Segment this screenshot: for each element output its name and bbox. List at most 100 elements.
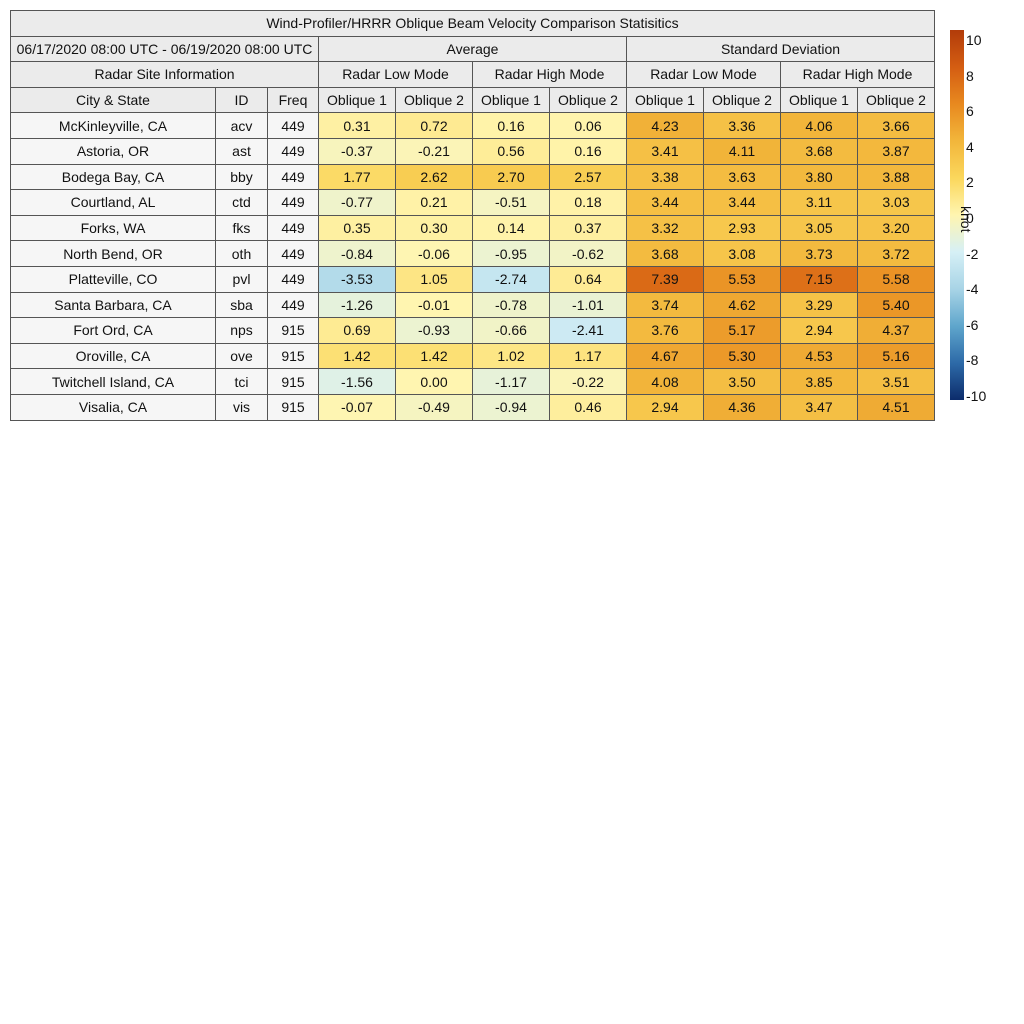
col-header-avg-low-oblique-2: Oblique 2 bbox=[395, 86, 473, 114]
cell-site: Courtland, AL bbox=[10, 189, 216, 216]
cell-average-value: 0.14 bbox=[472, 214, 550, 242]
table-row: North Bend, OR oth 449 -0.84 -0.06 -0.95 -0.62… bbox=[10, 240, 935, 267]
colorbar-unit-label: knot bbox=[958, 206, 974, 233]
average-header: Average bbox=[318, 35, 627, 63]
avg-high-mode-header: Radar High Mode bbox=[472, 61, 627, 88]
cell-average-value: 0.06 bbox=[549, 112, 627, 139]
cell-site: Oroville, CA bbox=[10, 342, 216, 370]
cell-std-dev-value: 7.15 bbox=[780, 265, 858, 293]
group-row: 06/17/2020 08:00 UTC - 06/19/2020 08:00 … bbox=[10, 35, 935, 63]
col-header-std-high-oblique-2: Oblique 2 bbox=[857, 86, 935, 114]
cell-std-dev-value: 3.36 bbox=[703, 112, 781, 139]
cell-average-value: 0.18 bbox=[549, 189, 627, 216]
cell-average-value: -0.78 bbox=[472, 291, 550, 319]
cell-average-value: 2.70 bbox=[472, 163, 550, 191]
cell-freq: 915 bbox=[267, 393, 319, 421]
cell-average-value: -0.95 bbox=[472, 240, 550, 267]
cell-average-value: 1.02 bbox=[472, 342, 550, 370]
colorbar-tick-label: -10 bbox=[966, 388, 987, 404]
cell-freq: 449 bbox=[267, 214, 319, 242]
cell-std-dev-value: 4.37 bbox=[857, 317, 935, 344]
cell-std-dev-value: 5.16 bbox=[857, 342, 935, 370]
cell-std-dev-value: 4.53 bbox=[780, 342, 858, 370]
cell-std-dev-value: 3.74 bbox=[626, 291, 704, 319]
cell-id: sba bbox=[215, 291, 268, 319]
cell-std-dev-value: 4.62 bbox=[703, 291, 781, 319]
cell-std-dev-value: 3.32 bbox=[626, 214, 704, 242]
col-header-city-state: City & State bbox=[10, 86, 216, 114]
cell-freq: 915 bbox=[267, 317, 319, 344]
cell-average-value: 0.64 bbox=[549, 265, 627, 293]
cell-average-value: 0.35 bbox=[318, 214, 396, 242]
cell-std-dev-value: 2.94 bbox=[780, 317, 858, 344]
cell-site: McKinleyville, CA bbox=[10, 112, 216, 139]
cell-average-value: -1.01 bbox=[549, 291, 627, 319]
cell-average-value: 0.30 bbox=[395, 214, 473, 242]
cell-std-dev-value: 3.20 bbox=[857, 214, 935, 242]
cell-average-value: -1.17 bbox=[472, 368, 550, 395]
cell-average-value: -0.66 bbox=[472, 317, 550, 344]
cell-std-dev-value: 7.39 bbox=[626, 265, 704, 293]
cell-id: oth bbox=[215, 240, 268, 267]
cell-average-value: 0.16 bbox=[472, 112, 550, 139]
cell-freq: 915 bbox=[267, 342, 319, 370]
col-header-avg-high-oblique-2: Oblique 2 bbox=[549, 86, 627, 114]
col-header-std-high-oblique-1: Oblique 1 bbox=[780, 86, 858, 114]
cell-std-dev-value: 5.58 bbox=[857, 265, 935, 293]
table-row: Oroville, CA ove 915 1.42 1.42 1.02 1.17 4.67 5.… bbox=[10, 342, 935, 370]
cell-freq: 449 bbox=[267, 240, 319, 267]
cell-average-value: -0.22 bbox=[549, 368, 627, 395]
std-low-mode-header: Radar Low Mode bbox=[626, 61, 781, 88]
cell-average-value: 2.57 bbox=[549, 163, 627, 191]
table-row: Courtland, AL ctd 449 -0.77 0.21 -0.51 0.18 3.4… bbox=[10, 189, 935, 216]
cell-average-value: -1.26 bbox=[318, 291, 396, 319]
cell-site: Fort Ord, CA bbox=[10, 317, 216, 344]
cell-std-dev-value: 4.51 bbox=[857, 393, 935, 421]
cell-average-value: 0.00 bbox=[395, 368, 473, 395]
cell-std-dev-value: 2.93 bbox=[703, 214, 781, 242]
cell-average-value: -0.49 bbox=[395, 393, 473, 421]
col-header-avg-high-oblique-1: Oblique 1 bbox=[472, 86, 550, 114]
colorbar-tick-label: 4 bbox=[966, 138, 974, 155]
col-header-std-low-oblique-2: Oblique 2 bbox=[703, 86, 781, 114]
cell-id: fks bbox=[215, 214, 268, 242]
cell-id: acv bbox=[215, 112, 268, 139]
cell-id: ove bbox=[215, 342, 268, 370]
colorbar-tick-label: -2 bbox=[966, 245, 979, 262]
std-dev-header: Standard Deviation bbox=[626, 35, 935, 63]
colorbar-tick-label: 8 bbox=[966, 67, 974, 84]
cell-std-dev-value: 5.40 bbox=[857, 291, 935, 319]
cell-average-value: 1.77 bbox=[318, 163, 396, 191]
cell-site: Twitchell Island, CA bbox=[10, 368, 216, 395]
table-row: Forks, WA fks 449 0.35 0.30 0.14 0.37 3.32 2.93 3… bbox=[10, 214, 935, 242]
table-body: McKinleyville, CA acv 449 0.31 0.72 0.16 0.06 4… bbox=[10, 112, 935, 421]
cell-std-dev-value: 3.85 bbox=[780, 368, 858, 395]
cell-site: North Bend, OR bbox=[10, 240, 216, 267]
cell-average-value: -0.21 bbox=[395, 137, 473, 165]
cell-std-dev-value: 5.30 bbox=[703, 342, 781, 370]
cell-std-dev-value: 4.06 bbox=[780, 112, 858, 139]
table-row: McKinleyville, CA acv 449 0.31 0.72 0.16 0.06 4… bbox=[10, 112, 935, 139]
cell-std-dev-value: 3.66 bbox=[857, 112, 935, 139]
std-high-mode-header: Radar High Mode bbox=[780, 61, 935, 88]
cell-average-value: -0.51 bbox=[472, 189, 550, 216]
table-row: Santa Barbara, CA sba 449 -1.26 -0.01 -0.78 -1… bbox=[10, 291, 935, 319]
cell-std-dev-value: 3.47 bbox=[780, 393, 858, 421]
cell-average-value: -0.07 bbox=[318, 393, 396, 421]
col-header-id: ID bbox=[215, 86, 268, 114]
cell-average-value: -0.01 bbox=[395, 291, 473, 319]
cell-std-dev-value: 3.05 bbox=[780, 214, 858, 242]
cell-std-dev-value: 5.17 bbox=[703, 317, 781, 344]
cell-freq: 915 bbox=[267, 368, 319, 395]
cell-average-value: 0.46 bbox=[549, 393, 627, 421]
cell-id: pvl bbox=[215, 265, 268, 293]
cell-average-value: -0.94 bbox=[472, 393, 550, 421]
colorbar-tick-label: 10 bbox=[966, 32, 982, 48]
cell-id: ctd bbox=[215, 189, 268, 216]
cell-std-dev-value: 3.44 bbox=[703, 189, 781, 216]
cell-site: Astoria, OR bbox=[10, 137, 216, 165]
colorbar-tick-label: 6 bbox=[966, 103, 974, 120]
site-info-header: Radar Site Information bbox=[10, 61, 319, 88]
title-row: Wind-Profiler/HRRR Oblique Beam Velocity… bbox=[10, 10, 935, 37]
cell-site: Platteville, CO bbox=[10, 265, 216, 293]
